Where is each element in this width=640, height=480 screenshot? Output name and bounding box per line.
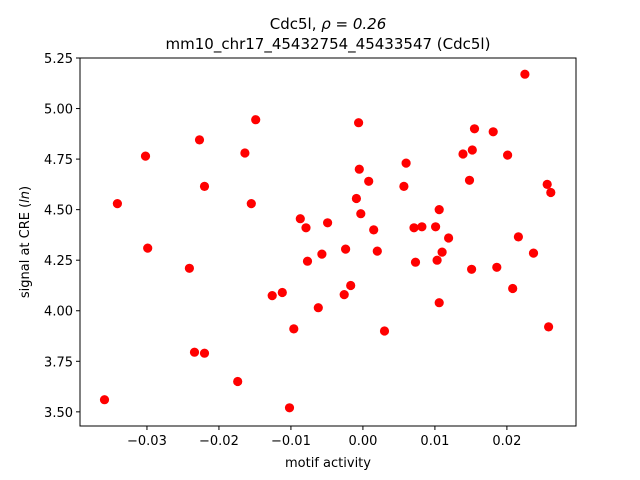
data-point-4 bbox=[184, 263, 194, 273]
data-point-34 bbox=[399, 181, 409, 191]
data-point-33 bbox=[379, 326, 390, 336]
data-point-48 bbox=[467, 145, 477, 155]
data-point-46 bbox=[464, 175, 475, 185]
data-point-56 bbox=[528, 248, 539, 258]
data-point-11 bbox=[246, 199, 256, 209]
data-point-52 bbox=[503, 150, 513, 160]
y-tick-label-4: 4.50 bbox=[44, 204, 73, 219]
data-point-7 bbox=[199, 181, 210, 191]
data-point-43 bbox=[437, 247, 447, 257]
x-tick-label-4: 0.01 bbox=[420, 434, 449, 449]
data-point-40 bbox=[432, 255, 442, 265]
data-point-32 bbox=[372, 246, 382, 256]
x-tick-label-3: 0.00 bbox=[348, 434, 377, 449]
y-axis: 3.50 3.75 4.00 4.25 4.50 4.75 5.00 5.25 bbox=[44, 52, 80, 421]
data-point-10 bbox=[240, 148, 250, 158]
y-axis-label: signal at CRE (ln) bbox=[18, 186, 33, 298]
data-point-55 bbox=[520, 69, 530, 79]
x-tick-label-2: −0.01 bbox=[271, 434, 311, 449]
data-point-22 bbox=[323, 218, 333, 228]
data-point-50 bbox=[488, 127, 498, 137]
y-tick-label-0: 3.50 bbox=[44, 406, 73, 421]
y-tick-label-1: 3.75 bbox=[44, 355, 73, 370]
data-point-16 bbox=[289, 324, 299, 334]
x-axis-label: motif activity bbox=[285, 456, 371, 471]
data-point-36 bbox=[409, 223, 419, 233]
data-point-14 bbox=[277, 287, 287, 298]
data-points bbox=[99, 69, 556, 413]
data-point-38 bbox=[417, 222, 427, 232]
data-point-5 bbox=[189, 347, 200, 357]
y-tick-label-5: 4.75 bbox=[44, 153, 73, 168]
data-point-27 bbox=[354, 118, 364, 128]
data-point-45 bbox=[458, 149, 468, 159]
data-point-29 bbox=[356, 209, 366, 219]
data-point-26 bbox=[351, 193, 361, 204]
y-axis-label-suffix: ) bbox=[18, 186, 33, 191]
data-point-39 bbox=[431, 222, 441, 232]
chart-title: Cdc5l, ρ = 0.26 mm10_chr17_45432754_4543… bbox=[166, 15, 491, 54]
data-point-18 bbox=[301, 223, 311, 233]
data-point-57 bbox=[542, 179, 552, 189]
plot-frame bbox=[79, 57, 577, 427]
x-axis: −0.03 −0.02 −0.01 0.00 0.01 0.02 bbox=[127, 426, 521, 449]
data-point-17 bbox=[295, 214, 305, 224]
x-tick-label-0: −0.03 bbox=[127, 434, 167, 449]
data-point-42 bbox=[434, 205, 444, 215]
data-point-28 bbox=[354, 164, 364, 174]
data-point-47 bbox=[467, 264, 477, 274]
y-tick-label-2: 4.00 bbox=[44, 305, 73, 320]
data-point-54 bbox=[513, 232, 524, 242]
data-point-49 bbox=[469, 124, 480, 134]
y-axis-label-italic: ln bbox=[18, 191, 33, 203]
data-point-30 bbox=[364, 176, 374, 186]
data-point-1 bbox=[112, 199, 122, 209]
data-point-9 bbox=[233, 376, 243, 387]
data-point-0 bbox=[99, 395, 110, 405]
data-point-53 bbox=[508, 283, 518, 294]
data-point-13 bbox=[267, 291, 277, 301]
x-tick-label-1: −0.02 bbox=[199, 434, 239, 449]
data-point-31 bbox=[369, 225, 379, 235]
data-point-24 bbox=[341, 244, 351, 254]
data-point-41 bbox=[434, 298, 444, 308]
data-point-25 bbox=[346, 280, 356, 291]
chart-title-line1: Cdc5l, ρ = 0.26 bbox=[270, 15, 387, 33]
x-tick-label-5: 0.02 bbox=[492, 434, 521, 449]
data-point-23 bbox=[339, 290, 349, 300]
data-point-19 bbox=[302, 256, 313, 266]
data-point-12 bbox=[251, 115, 261, 125]
data-point-15 bbox=[284, 403, 295, 413]
y-tick-label-3: 4.25 bbox=[44, 254, 73, 269]
data-point-2 bbox=[140, 151, 151, 161]
data-point-20 bbox=[313, 303, 323, 313]
data-point-37 bbox=[410, 257, 421, 267]
data-point-3 bbox=[143, 243, 153, 253]
y-tick-label-7: 5.25 bbox=[44, 52, 73, 67]
title-gene: Cdc5l, bbox=[270, 15, 322, 33]
data-point-51 bbox=[492, 262, 502, 272]
data-point-59 bbox=[546, 187, 556, 198]
data-point-44 bbox=[444, 233, 454, 243]
y-tick-label-6: 5.00 bbox=[44, 103, 73, 118]
data-point-6 bbox=[194, 135, 205, 145]
data-point-58 bbox=[544, 322, 554, 332]
title-rho: ρ = 0.26 bbox=[321, 15, 386, 33]
chart-title-line2: mm10_chr17_45432754_45433547 (Cdc5l) bbox=[166, 35, 491, 54]
data-point-21 bbox=[317, 249, 327, 259]
y-axis-label-prefix: signal at CRE ( bbox=[18, 203, 33, 298]
data-point-35 bbox=[401, 158, 411, 168]
data-point-8 bbox=[199, 348, 210, 358]
